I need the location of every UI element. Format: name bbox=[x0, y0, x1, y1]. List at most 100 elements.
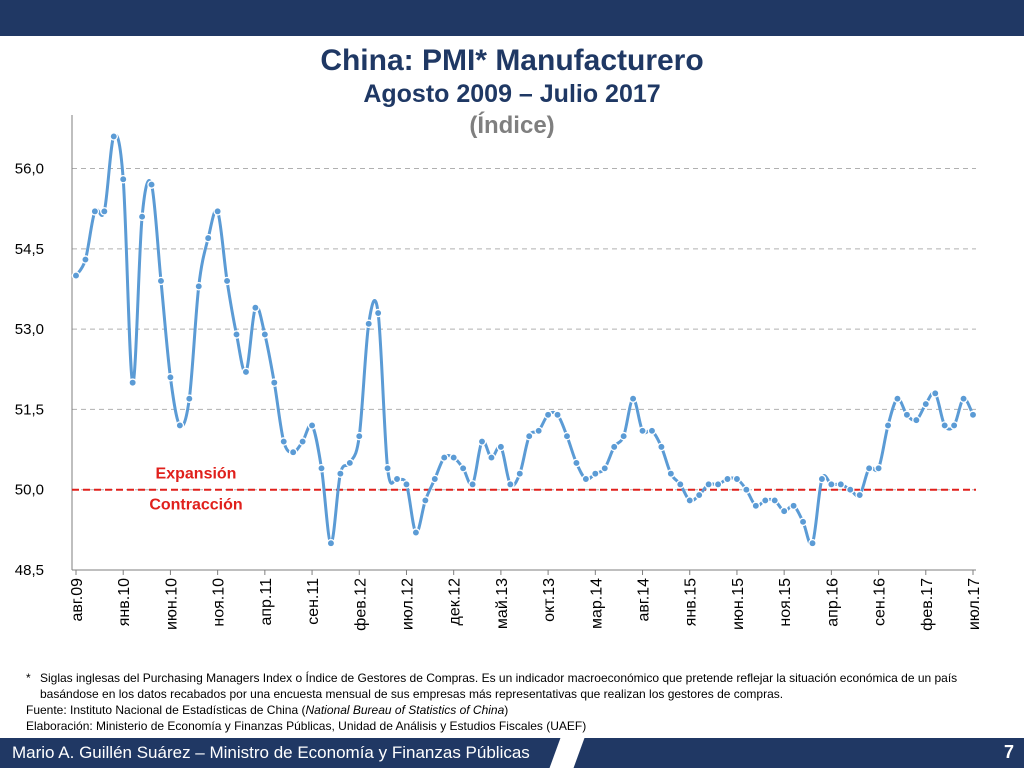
gridlines bbox=[72, 168, 976, 491]
data-point bbox=[364, 319, 373, 329]
data-point bbox=[506, 480, 515, 489]
data-point bbox=[883, 421, 893, 430]
elaboration-note: Elaboración: Ministerio de Economía y Fi… bbox=[26, 719, 587, 733]
data-point bbox=[166, 373, 175, 382]
data-point bbox=[761, 496, 770, 505]
data-point bbox=[789, 501, 798, 511]
data-point bbox=[912, 415, 921, 425]
source-prefix: Fuente: Instituto Nacional de Estadístic… bbox=[26, 703, 306, 717]
data-point bbox=[373, 308, 383, 318]
data-point bbox=[827, 480, 836, 489]
data-point bbox=[487, 453, 496, 462]
data-point bbox=[270, 378, 279, 387]
axes bbox=[71, 115, 976, 571]
y-tick-label: 54,5 bbox=[15, 241, 44, 258]
data-point bbox=[175, 421, 185, 430]
data-point bbox=[817, 474, 827, 484]
data-point bbox=[921, 399, 931, 409]
data-point bbox=[562, 431, 572, 441]
data-point bbox=[71, 271, 81, 280]
data-point bbox=[458, 464, 468, 473]
footer-author: Mario A. Guillén Suárez – Ministro de Ec… bbox=[12, 743, 530, 762]
data-point bbox=[430, 474, 440, 484]
data-point bbox=[128, 378, 137, 387]
data-point bbox=[836, 480, 846, 489]
data-point bbox=[732, 474, 742, 484]
data-point bbox=[496, 442, 506, 452]
data-point bbox=[137, 212, 147, 221]
source-suffix: ) bbox=[504, 703, 509, 717]
data-point bbox=[704, 480, 713, 489]
data-point bbox=[345, 458, 355, 468]
data-point bbox=[411, 528, 421, 537]
data-point bbox=[742, 485, 751, 494]
chart-title: China: PMI* Manufacturero bbox=[320, 44, 704, 77]
x-tick-label: май.13 bbox=[494, 578, 511, 629]
data-point bbox=[628, 394, 638, 403]
threshold-labels: Expansión Contracción bbox=[148, 464, 244, 515]
data-point bbox=[449, 453, 458, 462]
x-tick-label: июл.12 bbox=[399, 578, 416, 630]
x-tick-label: авг.09 bbox=[69, 578, 86, 622]
data-point bbox=[713, 480, 723, 489]
data-point bbox=[959, 394, 968, 403]
source-italic: National Bureau of Statistics of China bbox=[305, 703, 505, 717]
data-point bbox=[666, 469, 676, 478]
data-point bbox=[647, 426, 657, 436]
data-point bbox=[968, 410, 978, 420]
y-tick-label: 50,0 bbox=[15, 482, 44, 499]
data-point bbox=[109, 132, 119, 141]
x-tick-label: окт.13 bbox=[541, 578, 558, 622]
data-point bbox=[940, 421, 949, 430]
data-point bbox=[846, 485, 855, 494]
data-point bbox=[676, 480, 685, 489]
source-note: Fuente: Instituto Nacional de Estadístic… bbox=[26, 702, 986, 718]
data-point bbox=[402, 480, 411, 489]
footer-bar bbox=[0, 738, 1024, 768]
data-point bbox=[232, 330, 241, 339]
data-point bbox=[421, 496, 430, 505]
data-point bbox=[326, 538, 336, 548]
data-point bbox=[930, 389, 940, 398]
footnote-definition: Siglas inglesas del Purchasing Managers … bbox=[40, 671, 958, 701]
data-point bbox=[439, 453, 449, 462]
data-point bbox=[100, 207, 109, 216]
data-point bbox=[307, 421, 317, 430]
data-point bbox=[893, 394, 902, 403]
x-tick-label: ноя.10 bbox=[211, 578, 228, 627]
data-point bbox=[855, 490, 864, 500]
expansion-label: Expansión bbox=[156, 466, 237, 483]
data-point bbox=[685, 496, 694, 505]
x-tick-label: июн.15 bbox=[730, 578, 747, 630]
data-point bbox=[515, 469, 525, 478]
data-point bbox=[383, 464, 392, 473]
data-point bbox=[147, 180, 156, 189]
y-tick-label: 53,0 bbox=[15, 321, 44, 338]
contraction-label: Contracción bbox=[149, 497, 242, 514]
data-point bbox=[553, 410, 562, 420]
data-point bbox=[949, 421, 959, 430]
data-point bbox=[723, 474, 732, 484]
data-point bbox=[288, 447, 298, 457]
series-markers bbox=[71, 132, 978, 548]
data-point bbox=[770, 496, 779, 505]
data-point bbox=[864, 464, 874, 473]
y-tick-label: 56,0 bbox=[15, 161, 44, 178]
x-tick-label: мар.14 bbox=[588, 578, 605, 629]
x-tick-label: янв.10 bbox=[116, 578, 133, 626]
x-tick-label: июл.17 bbox=[966, 578, 983, 630]
data-point bbox=[392, 474, 402, 484]
x-tick-label: апр.16 bbox=[824, 578, 841, 627]
data-point bbox=[279, 437, 288, 446]
x-tick-label: фев.12 bbox=[352, 578, 369, 631]
x-tick-label: июн.10 bbox=[163, 578, 180, 630]
x-tick-label: апр.11 bbox=[258, 578, 275, 626]
data-point bbox=[534, 426, 543, 436]
data-point bbox=[213, 207, 222, 216]
data-point bbox=[543, 410, 553, 420]
data-point bbox=[90, 207, 100, 216]
x-tick-label: ноя.15 bbox=[777, 578, 794, 627]
data-point bbox=[808, 538, 817, 548]
data-point bbox=[751, 501, 761, 511]
data-point bbox=[194, 282, 203, 291]
